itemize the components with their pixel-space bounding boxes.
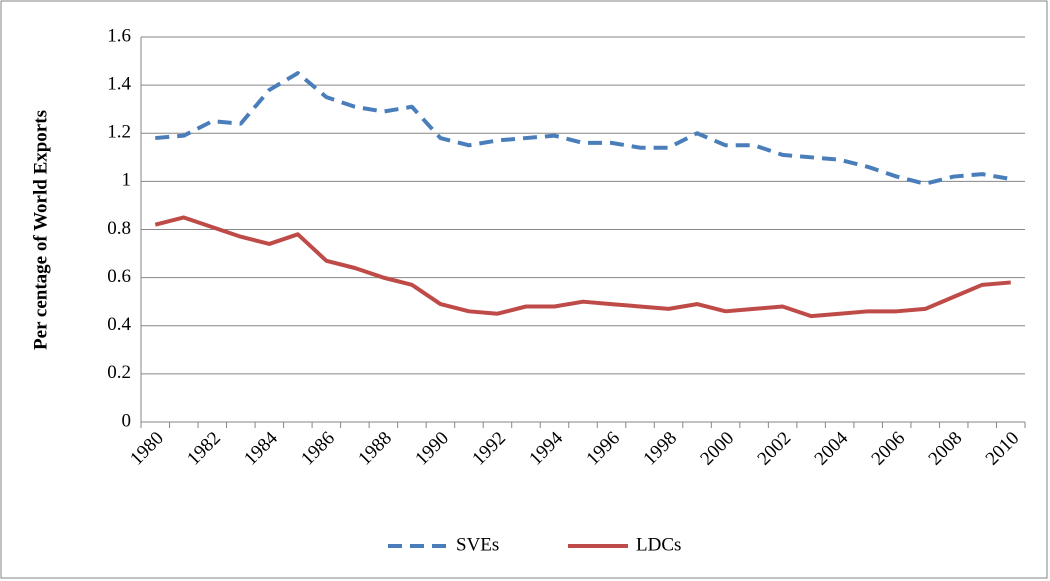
y-tick-label: 0.6	[107, 266, 131, 287]
legend-label: SVEs	[456, 534, 499, 555]
y-tick-label: 1.4	[107, 73, 131, 94]
y-tick-label: 0.4	[107, 314, 131, 335]
legend-label: LDCs	[636, 534, 681, 555]
y-tick-label: 0.2	[107, 362, 131, 383]
y-tick-label: 1.6	[107, 25, 131, 46]
y-tick-label: 0.8	[107, 218, 131, 239]
series-line	[155, 71, 1012, 186]
y-tick-label: 1.2	[107, 122, 131, 143]
y-axis-label: Per centage of World Exports	[30, 110, 51, 350]
series-line	[154, 215, 1011, 319]
y-tick-label: 0	[122, 410, 132, 431]
y-tick-label: 1	[122, 170, 132, 191]
